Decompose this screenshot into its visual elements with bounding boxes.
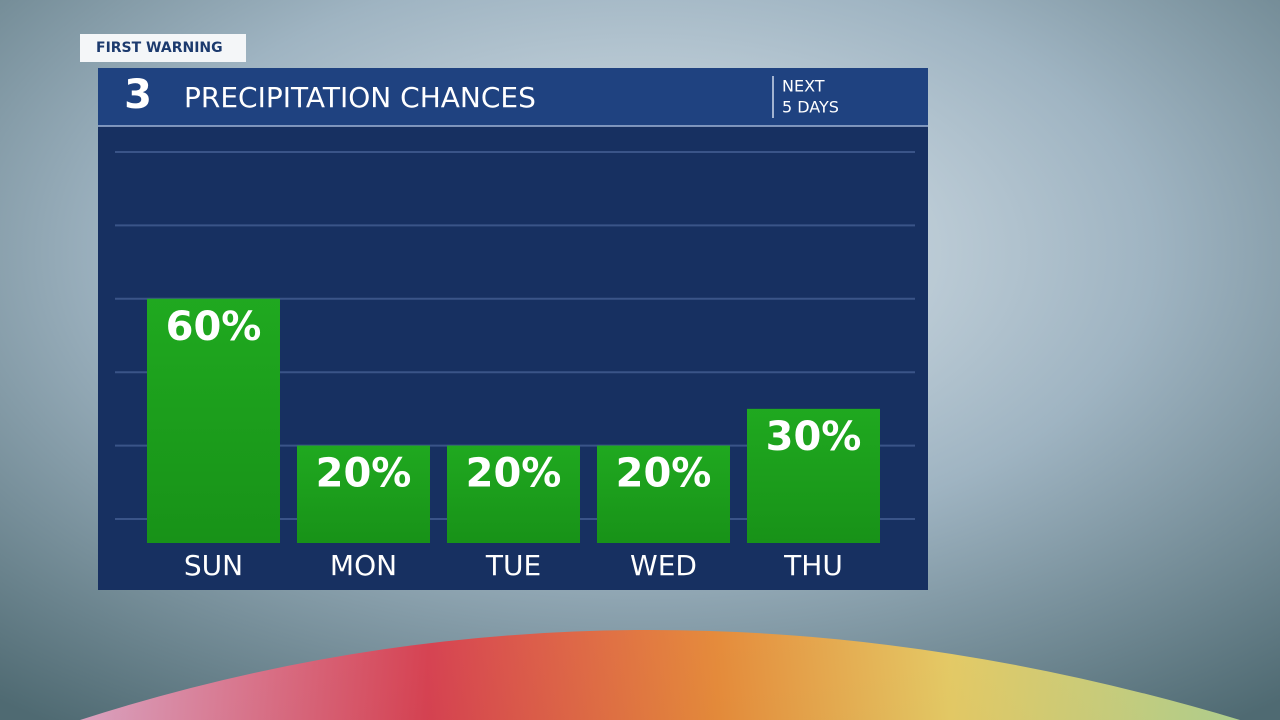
value-label: 20% [616,451,712,497]
chart-title: PRECIPITATION CHANCES [184,81,536,114]
x-tick-label: SUN [184,549,243,582]
value-label: 20% [316,451,412,497]
umbrella [80,630,1240,720]
bar-shade [747,408,880,543]
x-tick-label: MON [330,549,397,582]
subtitle: NEXT [782,77,825,96]
x-tick-label: THU [783,549,843,582]
x-tick-label: WED [630,549,697,582]
header [98,68,928,126]
subtitle: 5 DAYS [782,98,839,117]
bar-shade [597,445,730,543]
value-label: 20% [466,451,562,497]
bar-shade [297,445,430,543]
value-label: 60% [166,304,262,350]
value-label: 30% [766,414,862,460]
bar-shade [447,445,580,543]
brand-tag [80,34,246,62]
bar-shade [147,298,280,543]
brand: FIRST WARNING [96,40,223,56]
logo: 3 [124,72,152,118]
x-tick-label: TUE [485,549,541,582]
